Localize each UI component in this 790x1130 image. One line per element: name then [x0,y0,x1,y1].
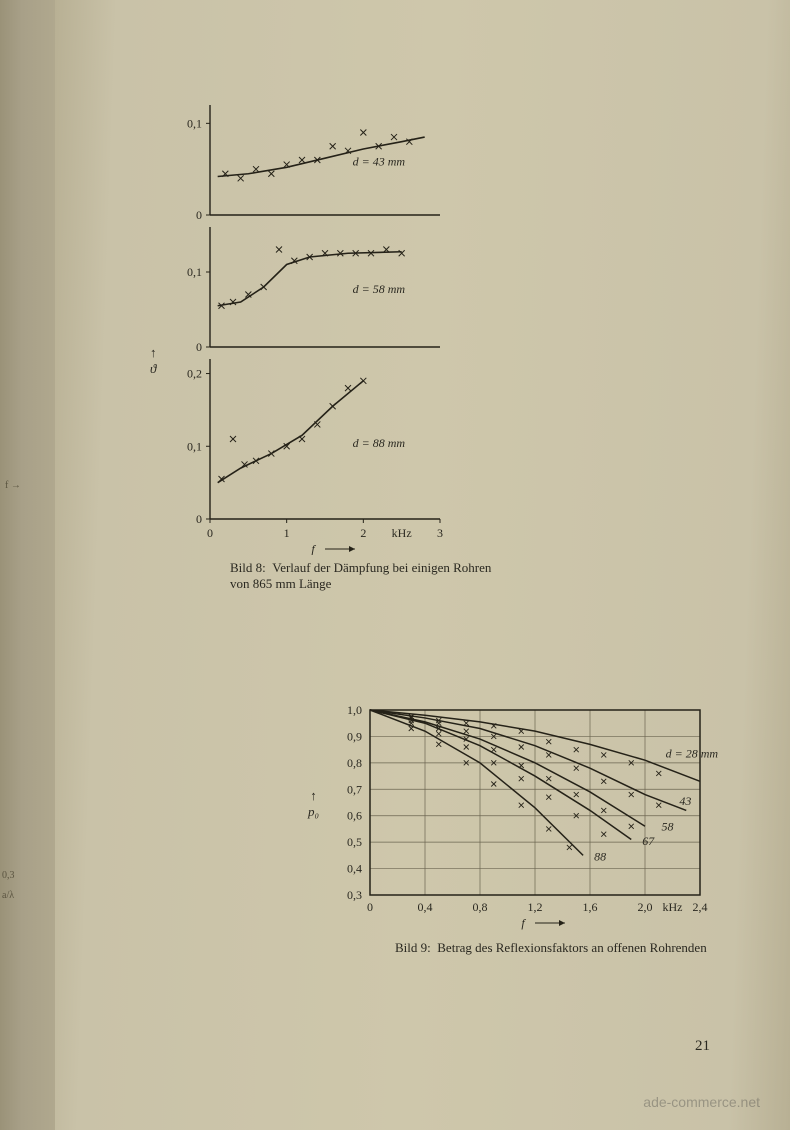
svg-text:1,6: 1,6 [583,900,598,914]
peek-text: 0,3 [2,870,15,881]
figure-8-caption: Bild 8: Verlauf der Dämpfung bei einigen… [230,560,510,593]
svg-text:88: 88 [594,850,606,864]
fig8-y-axis-label: ↑ ϑ [150,345,157,377]
svg-text:0,2: 0,2 [187,367,202,381]
page: 0 0,1 d = 43 mm 0 0,1 d = 58 mm 0 0,1 0,2 d = 88 … [55,0,790,1130]
figure-8: 0 0,1 d = 43 mm 0 0,1 d = 58 mm 0 0,1 0,2 d = 88 … [170,95,470,560]
svg-text:0,3: 0,3 [347,888,362,902]
svg-text:0: 0 [367,900,373,914]
svg-text:2,4: 2,4 [693,900,708,914]
figure-9: 0,3 0,4 0,5 0,6 0,7 0,8 0,9 1,0 0 0,4 0,8 1,2 1,6 2,0… [325,700,755,935]
svg-text:0,8: 0,8 [473,900,488,914]
svg-text:2: 2 [360,526,366,540]
svg-text:1,0: 1,0 [347,703,362,717]
svg-text:d = 58 mm: d = 58 mm [353,282,406,296]
svg-text:kHz: kHz [663,900,683,914]
svg-text:0,6: 0,6 [347,809,362,823]
svg-text:0,5: 0,5 [347,835,362,849]
svg-text:3: 3 [437,526,443,540]
caption-label: Bild 8: [230,560,266,575]
peek-text: a/λ [2,890,14,901]
svg-text:1: 1 [284,526,290,540]
svg-text:0: 0 [196,512,202,526]
svg-text:1,2: 1,2 [528,900,543,914]
page-number: 21 [695,1038,710,1055]
svg-text:d = 28 mm: d = 28 mm [666,747,719,761]
peek-text: f → [5,480,21,491]
svg-text:f: f [521,916,526,930]
svg-text:kHz: kHz [392,526,412,540]
watermark: ade-commerce.net [643,1094,760,1110]
svg-text:0,7: 0,7 [347,782,362,796]
caption-text: Verlauf der Dämpfung bei einigen Rohren … [230,560,491,591]
fig9-y-axis-label: ↑ p₀ [308,788,319,820]
svg-text:d = 88 mm: d = 88 mm [353,436,406,450]
figure-9-caption: Bild 9: Betrag des Reflexionsfaktors an … [395,940,755,956]
svg-text:58: 58 [662,819,674,833]
svg-text:0,1: 0,1 [187,439,202,453]
svg-text:2,0: 2,0 [638,900,653,914]
caption-text: Betrag des Reflexionsfaktors an offenen … [437,940,706,955]
svg-text:0: 0 [196,340,202,354]
svg-text:0,1: 0,1 [187,265,202,279]
svg-text:0,4: 0,4 [418,900,433,914]
svg-text:f: f [311,542,316,555]
caption-label: Bild 9: [395,940,431,955]
svg-text:0,4: 0,4 [347,862,362,876]
svg-text:0: 0 [207,526,213,540]
svg-text:d = 43 mm: d = 43 mm [353,155,406,169]
svg-text:67: 67 [642,834,655,848]
svg-text:0,9: 0,9 [347,729,362,743]
svg-text:0,1: 0,1 [187,116,202,130]
svg-text:43: 43 [679,794,691,808]
svg-text:0: 0 [196,208,202,222]
svg-text:0,8: 0,8 [347,756,362,770]
book-gutter: f → 0,3 a/λ [0,0,55,1130]
